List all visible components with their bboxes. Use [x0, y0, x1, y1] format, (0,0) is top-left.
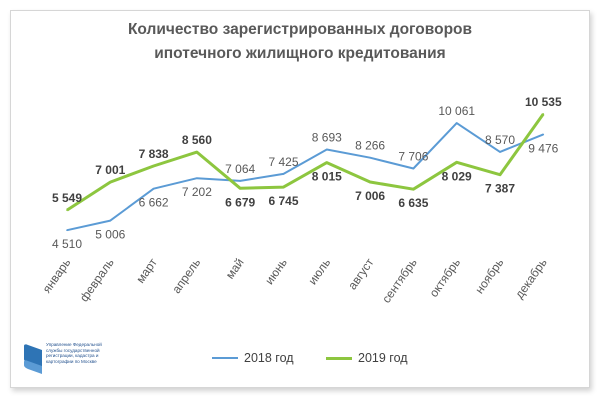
legend-label-2019: 2019 год [358, 351, 408, 365]
legend-label-2018: 2018 год [244, 351, 294, 365]
rosreestr-logo-text: Управление Федеральной службы государств… [46, 342, 126, 364]
data-point [66, 229, 68, 231]
data-label: 4 510 [52, 237, 82, 251]
data-point [326, 148, 328, 151]
data-label: 8 015 [312, 170, 342, 184]
x-tick-label: июнь [262, 256, 290, 287]
data-label: 7 006 [355, 189, 385, 203]
data-label: 5 006 [95, 228, 125, 242]
data-label: 7 838 [139, 147, 169, 161]
chart-legend: 2018 год 2019 год [0, 351, 600, 371]
legend-swatch-2019 [326, 356, 352, 360]
data-point [412, 188, 415, 190]
x-tick-label: сентябрь [379, 256, 420, 306]
data-point [66, 209, 68, 211]
series-line-2018-год [66, 122, 544, 232]
logo-text-line: Управление Федеральной [46, 342, 102, 347]
logo-text-line: картографии по Москве [46, 358, 97, 364]
data-point [196, 151, 198, 153]
data-label: 10 535 [525, 95, 562, 109]
data-label: 6 745 [268, 194, 298, 208]
logo-text-line: регистрации, кадастра и [46, 353, 99, 359]
x-tick-label: январь [40, 256, 74, 296]
data-point [282, 186, 285, 188]
logo-text-line: службы государственной [46, 347, 100, 353]
data-point [109, 181, 112, 183]
x-tick-label: ноябрь [472, 256, 506, 296]
data-point [239, 180, 241, 182]
data-label: 7 706 [398, 150, 428, 164]
data-label: 6 662 [139, 196, 169, 210]
data-label: 6 635 [398, 196, 428, 210]
legend-swatch-2018 [212, 357, 238, 359]
data-point [152, 165, 155, 167]
x-tick-label: февраль [77, 256, 117, 305]
data-label: 7 202 [182, 185, 212, 199]
data-point [239, 187, 241, 190]
chart-frame [10, 10, 590, 388]
rosreestr-logo-icon [24, 344, 42, 374]
series-line-2019-год [66, 113, 545, 212]
data-point [412, 167, 415, 170]
data-label: 6 679 [225, 195, 255, 209]
legend-item-2018: 2018 год [212, 351, 294, 365]
data-label: 8 266 [355, 139, 385, 153]
data-point [152, 187, 155, 190]
data-label: 7 387 [485, 182, 515, 196]
data-label: 8 560 [182, 133, 212, 147]
x-tick-label: май [223, 256, 247, 282]
data-point [326, 161, 328, 164]
data-point [109, 219, 112, 222]
data-label: 5 549 [52, 191, 82, 205]
x-tick-label: декабрь [512, 256, 550, 301]
x-tick-label: август [345, 255, 377, 292]
x-tick-label: июль [305, 256, 333, 288]
data-point [455, 122, 458, 124]
chart-title-line-2: ипотечного жилищного кредитования [154, 45, 446, 62]
data-label: 9 476 [528, 141, 558, 155]
data-point [499, 151, 501, 153]
data-label: 7 001 [95, 163, 125, 177]
data-label: 8 570 [485, 133, 515, 147]
x-tick-label: октябрь [427, 256, 464, 300]
data-point [542, 113, 545, 115]
data-point [196, 177, 198, 180]
data-label: 7 064 [225, 162, 255, 176]
data-label: 8 029 [442, 169, 472, 183]
data-label: 7 425 [268, 155, 298, 169]
data-point [369, 156, 371, 159]
data-point [369, 181, 371, 183]
chart-title-line-1: Количество зарегистрированных договоров [127, 21, 473, 38]
data-point [282, 173, 285, 175]
data-point [455, 161, 458, 164]
data-label: 8 693 [312, 130, 342, 144]
legend-item-2019: 2019 год [326, 351, 408, 365]
data-point [499, 173, 501, 176]
data-point [542, 133, 545, 136]
data-label: 10 061 [438, 104, 475, 118]
chart-title: Количество зарегистрированных договоров … [0, 18, 600, 66]
x-tick-label: март [133, 255, 160, 285]
x-tick-label: апрель [169, 256, 203, 296]
